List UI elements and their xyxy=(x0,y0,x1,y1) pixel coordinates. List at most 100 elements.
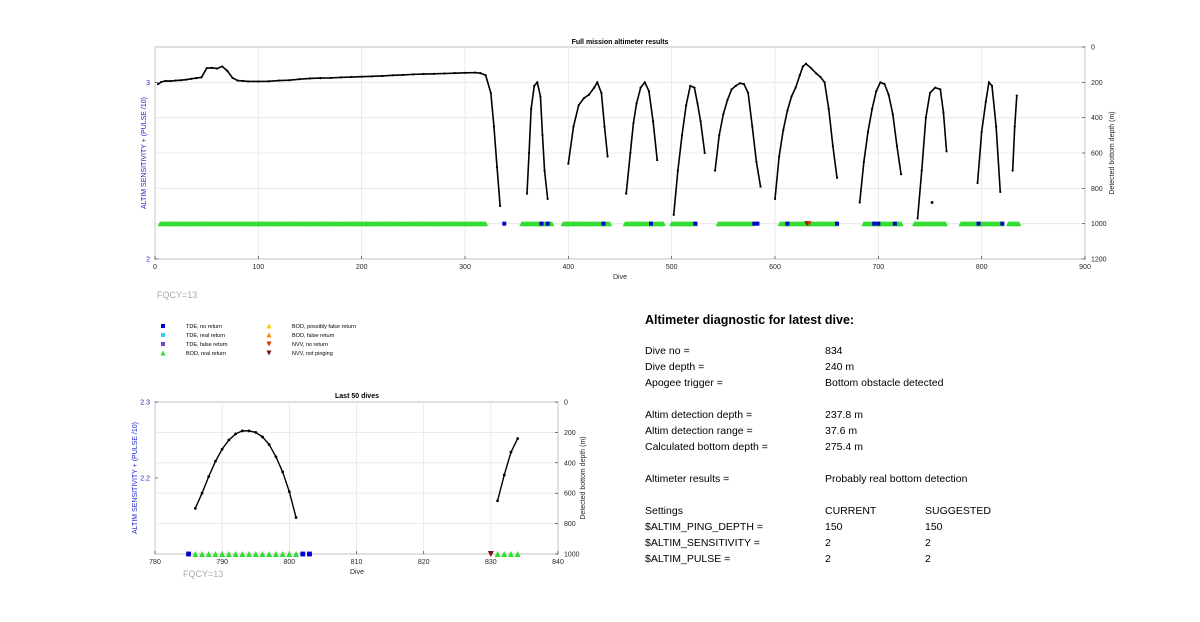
legend-marker-triangle-down xyxy=(266,341,272,347)
depth-point xyxy=(193,507,197,510)
bod-real-return-marker xyxy=(1016,221,1022,227)
depth-point xyxy=(157,83,160,86)
depth-point xyxy=(453,72,456,75)
depth-point xyxy=(693,86,696,89)
depth-point xyxy=(726,98,729,102)
depth-point xyxy=(294,516,298,519)
x-tick-label: 800 xyxy=(283,559,295,566)
last-50-right-ticks: 0 200 400 600 800 1000 xyxy=(555,400,580,559)
legend-label: BOD, possibly false return xyxy=(292,324,356,330)
depth-point xyxy=(267,80,270,83)
bod-real-return-marker xyxy=(239,551,246,557)
x-tick-label: 100 xyxy=(252,264,264,271)
depth-point xyxy=(227,438,231,442)
tde-no-return-marker xyxy=(186,551,191,557)
depth-point xyxy=(308,77,312,80)
full-mission-right-ticks: 0 200 400 600 800 1000 1200 xyxy=(1082,45,1107,264)
ping-depth-row: $ALTIM_PING_DEPTH = 150 150 xyxy=(645,521,1145,537)
apogee-label: Apogee trigger = xyxy=(645,377,723,389)
depth-point xyxy=(794,86,797,89)
depth-point xyxy=(210,66,213,69)
depth-line xyxy=(714,82,762,187)
legend-label: BOD, false return xyxy=(292,333,335,339)
legend-label: NVV, no return xyxy=(292,342,328,348)
depth-point xyxy=(287,490,291,494)
bod-real-return-marker xyxy=(232,551,239,557)
depth-point xyxy=(801,65,805,68)
tde-no-return-marker xyxy=(876,221,881,226)
full-mission-depth-lines xyxy=(157,62,1018,220)
depth-point xyxy=(596,81,599,84)
depth-point xyxy=(895,144,899,148)
bod-real-return-marker xyxy=(286,551,293,557)
bod-real-return-marker xyxy=(192,551,199,557)
depth-point xyxy=(773,197,777,201)
depth-point xyxy=(160,80,163,84)
dive-no-value: 834 xyxy=(825,345,843,357)
bod-real-return-marker xyxy=(494,551,501,557)
x-tick-label: 780 xyxy=(149,559,161,566)
depth-point xyxy=(412,73,415,76)
depth-point xyxy=(875,90,878,93)
full-mission-y-right-label: Detected bottom depth (m) xyxy=(1109,111,1116,194)
depth-point xyxy=(942,111,945,114)
depth-point xyxy=(499,204,502,208)
sensitivity-current: 2 xyxy=(825,537,831,549)
x-tick-label: 830 xyxy=(485,559,497,566)
depth-point xyxy=(360,75,363,78)
depth-point xyxy=(995,125,998,128)
depth-point xyxy=(593,86,596,89)
depth-point xyxy=(1013,125,1016,128)
current-label: CURRENT xyxy=(825,505,877,517)
depth-point xyxy=(241,79,244,83)
depth-point xyxy=(990,84,994,87)
x-tick-label: 400 xyxy=(562,264,574,271)
depth-point xyxy=(945,150,948,153)
depth-point xyxy=(639,86,642,89)
diagnostic-panel: Altimeter diagnostic for latest dive: Di… xyxy=(645,313,1145,569)
depth-point xyxy=(831,144,834,148)
bod-real-return-marker xyxy=(514,551,521,557)
right-tick-label: 600 xyxy=(1091,151,1103,158)
depth-point xyxy=(339,76,343,79)
settings-header-row: Settings CURRENT SUGGESTED xyxy=(645,505,1145,521)
depth-point xyxy=(495,166,499,169)
x-tick-label: 600 xyxy=(769,264,781,271)
depth-point xyxy=(516,437,520,440)
legend-label: TDE, no return xyxy=(186,324,222,330)
depth-point xyxy=(999,190,1002,193)
left-tick-label: 2.3 xyxy=(140,400,150,407)
depth-outlier-point xyxy=(930,201,934,204)
depth-point xyxy=(1011,169,1014,172)
bod-real-return-marker xyxy=(199,551,206,557)
depth-point xyxy=(525,192,529,195)
depth-point xyxy=(484,74,487,77)
depth-point xyxy=(234,432,238,436)
tde-no-return-marker xyxy=(502,221,507,226)
depth-point xyxy=(810,67,813,70)
depth-point xyxy=(527,151,531,155)
depth-point xyxy=(606,155,609,158)
legend-marker-square xyxy=(161,324,165,328)
depth-point xyxy=(866,130,870,133)
depth-point xyxy=(778,155,781,158)
right-tick-label: 800 xyxy=(564,521,576,528)
depth-point xyxy=(231,76,234,80)
tde-no-return-marker xyxy=(892,221,897,226)
depth-point xyxy=(734,84,737,87)
x-tick-label: 500 xyxy=(666,264,678,271)
det-range-label: Altim detection range = xyxy=(645,425,753,437)
depth-point xyxy=(288,79,291,82)
legend-marker-square xyxy=(161,342,165,346)
calc-depth-label: Calculated bottom depth = xyxy=(645,441,768,453)
calc-depth-row: Calculated bottom depth = 275.4 m xyxy=(645,441,1145,457)
depth-point xyxy=(277,79,281,82)
depth-point xyxy=(798,74,801,77)
depth-point xyxy=(530,107,533,110)
right-tick-label: 200 xyxy=(1091,80,1103,87)
right-tick-label: 0 xyxy=(564,400,568,407)
right-tick-label: 400 xyxy=(1091,115,1103,122)
full-mission-x-label: Dive xyxy=(613,274,627,281)
depth-point xyxy=(632,121,635,125)
